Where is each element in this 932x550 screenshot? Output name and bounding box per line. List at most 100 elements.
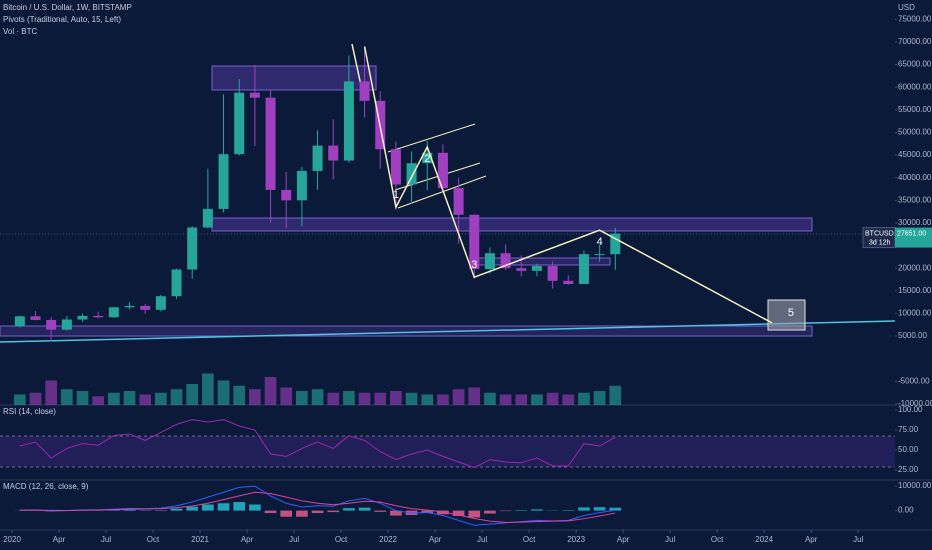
x-tick-label: Jul [853,535,863,544]
y-tick-label: 15000.00 [898,286,932,295]
zone-box [0,325,813,337]
wave-label: 2 [424,153,430,165]
macd-histogram-bar [311,510,324,514]
y-tick-label: -10000.00 [898,399,932,408]
macd-histogram-bar [358,507,371,511]
candle-body [296,170,307,201]
channel-line [387,123,476,153]
candle-body [218,154,229,209]
volume-bar [343,391,355,405]
y-tick-label: 55000.00 [898,105,932,114]
x-tick-label: Apr [53,535,66,544]
signal-line [19,491,616,523]
x-tick-label: 2022 [379,535,397,544]
rsi-title: RSI (14, close) [3,407,56,416]
legend-indicator: Vol · BTC [3,27,37,36]
macd-histogram-bar [202,504,214,511]
volume-bar [14,394,26,405]
volume-bar [609,385,622,405]
volume-bar [405,392,418,405]
candle-body [359,81,370,101]
macd-histogram-bar [249,504,261,511]
x-tick-label: 2021 [191,535,209,544]
volume-bar [170,389,183,405]
volume-bar [311,389,324,405]
candle-body [610,233,621,255]
volume-bar [358,392,371,405]
volume-bar [374,392,387,405]
macd-histogram-bar [296,510,308,517]
volume-bar [578,392,590,405]
macd-title: MACD (12, 26, close, 9) [3,482,89,491]
macd-histogram-bar [280,510,293,517]
x-tick-label: Jul [289,535,299,544]
rsi-band [0,436,895,467]
candle-body [14,316,25,327]
target-box [767,299,806,331]
candle-body [343,81,354,161]
macd-histogram-bar [593,507,606,511]
x-tick-label: Apr [429,535,442,544]
candle-body [500,253,511,269]
x-tick-label: 2024 [755,535,773,544]
candle-body [406,163,417,185]
candle-body [453,188,464,215]
volume-bar [45,380,58,405]
candle-body [437,152,448,189]
y-tick-label: 75000.00 [898,15,932,24]
macd-histogram-bar [327,510,340,513]
wave-line [363,46,773,324]
volume-bar [327,392,340,405]
trend-line [0,320,896,343]
candle-body [61,319,72,330]
candle-body [484,253,495,270]
rsi-line [19,419,616,469]
macd-histogram-bar [108,509,120,511]
y-tick-label: 10000.00 [898,481,932,490]
y-tick-label: -5000.00 [898,376,930,385]
price-value-tag [895,227,932,248]
macd-histogram-bar [374,510,387,512]
candle-body [46,319,57,330]
candle-body [390,149,401,185]
volume-bar [61,389,73,405]
volume-bar [515,394,528,405]
candle-body [171,269,182,297]
volume-bar [421,394,434,405]
y-tick-label: 75.00 [898,425,919,434]
macd-histogram-bar [437,510,449,515]
candle-body [108,307,119,318]
macd-histogram-bar [421,510,434,514]
macd-histogram-bar [468,510,481,518]
volume-bar [186,384,199,405]
x-tick-label: Oct [335,535,348,544]
candle-body [578,254,589,284]
wave-label: 1 [393,189,399,201]
volume-bar [202,373,214,405]
x-tick-label: Jul [665,535,675,544]
candle-body [312,145,323,171]
y-tick-label: 10000.00 [898,308,932,317]
candle-body [124,305,135,308]
candle-body [516,268,527,271]
x-tick-label: Apr [241,535,254,544]
volume-bar [280,387,293,405]
y-tick-label: 70000.00 [898,37,932,46]
candle-body [531,265,542,271]
y-tick-label: 30000.00 [898,218,932,227]
y-tick-label: 100.00 [898,405,923,414]
candle-body [265,97,276,190]
candle-body [422,152,433,164]
x-tick-label: Oct [523,535,536,544]
volume-bar [92,396,105,405]
candle-body [140,305,151,310]
volume-bar [390,391,402,405]
volume-bar [264,377,277,405]
volume-bar [437,394,449,405]
candle-body [249,92,260,98]
candle-body [155,296,166,310]
volume-bar [139,394,152,405]
wave-label: 3 [471,259,477,271]
volume-bar [531,394,543,405]
